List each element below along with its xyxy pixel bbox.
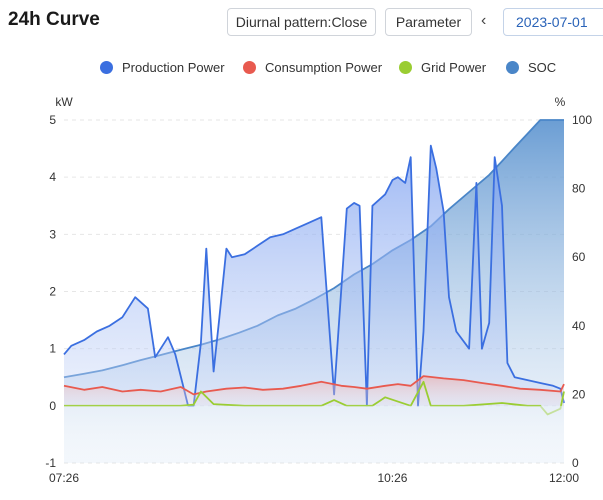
left-tick-label: 5 — [49, 113, 56, 127]
legend-soc[interactable]: SOC — [506, 60, 556, 75]
x-tick-label: 10:26 — [377, 471, 407, 485]
left-tick-label: 3 — [49, 227, 56, 241]
left-tick-label: 0 — [49, 399, 56, 413]
diurnal-pattern-button[interactable]: Diurnal pattern:Close — [227, 8, 376, 36]
legend-dot-icon — [243, 61, 256, 74]
legend-dot-icon — [100, 61, 113, 74]
consumption-power-area — [64, 376, 564, 406]
legend-production-power[interactable]: Production Power — [100, 60, 225, 75]
left-tick-label: -1 — [45, 456, 56, 470]
left-axis-unit: kW — [55, 95, 73, 109]
right-tick-label: 80 — [572, 182, 586, 196]
production-power-area — [64, 145, 564, 406]
legend-dot-icon — [399, 61, 412, 74]
right-tick-label: 20 — [572, 387, 586, 401]
x-tick-label: 07:26 — [49, 471, 79, 485]
left-tick-label: 2 — [49, 285, 56, 299]
x-tick-label: 12:00 — [549, 471, 579, 485]
consumption-power-line[interactable] — [63, 375, 565, 396]
right-axis-unit: % — [555, 95, 566, 109]
legend-label: Production Power — [122, 60, 225, 75]
legend-grid-power[interactable]: Grid Power — [399, 60, 486, 75]
legend-label: Consumption Power — [265, 60, 383, 75]
parameter-button[interactable]: Parameter — [385, 8, 472, 36]
legend-dot-icon — [506, 61, 519, 74]
right-tick-label: 0 — [572, 456, 579, 470]
legend-consumption-power[interactable]: Consumption Power — [243, 60, 382, 75]
grid-power-line[interactable] — [64, 380, 565, 416]
right-tick-label: 100 — [572, 113, 592, 127]
below-zero-shade — [64, 405, 564, 463]
legend-label: SOC — [528, 60, 557, 75]
page-title: 24h Curve — [8, 9, 100, 30]
left-tick-label: 4 — [49, 170, 56, 184]
right-tick-label: 60 — [572, 250, 586, 264]
production-power-line[interactable] — [63, 144, 565, 407]
chevron-left-icon[interactable]: ‹ — [481, 12, 487, 29]
right-tick-label: 40 — [572, 319, 586, 333]
date-picker[interactable]: 2023-07-01 — [503, 8, 603, 36]
left-tick-label: 1 — [49, 342, 56, 356]
legend-label: Grid Power — [421, 60, 487, 75]
